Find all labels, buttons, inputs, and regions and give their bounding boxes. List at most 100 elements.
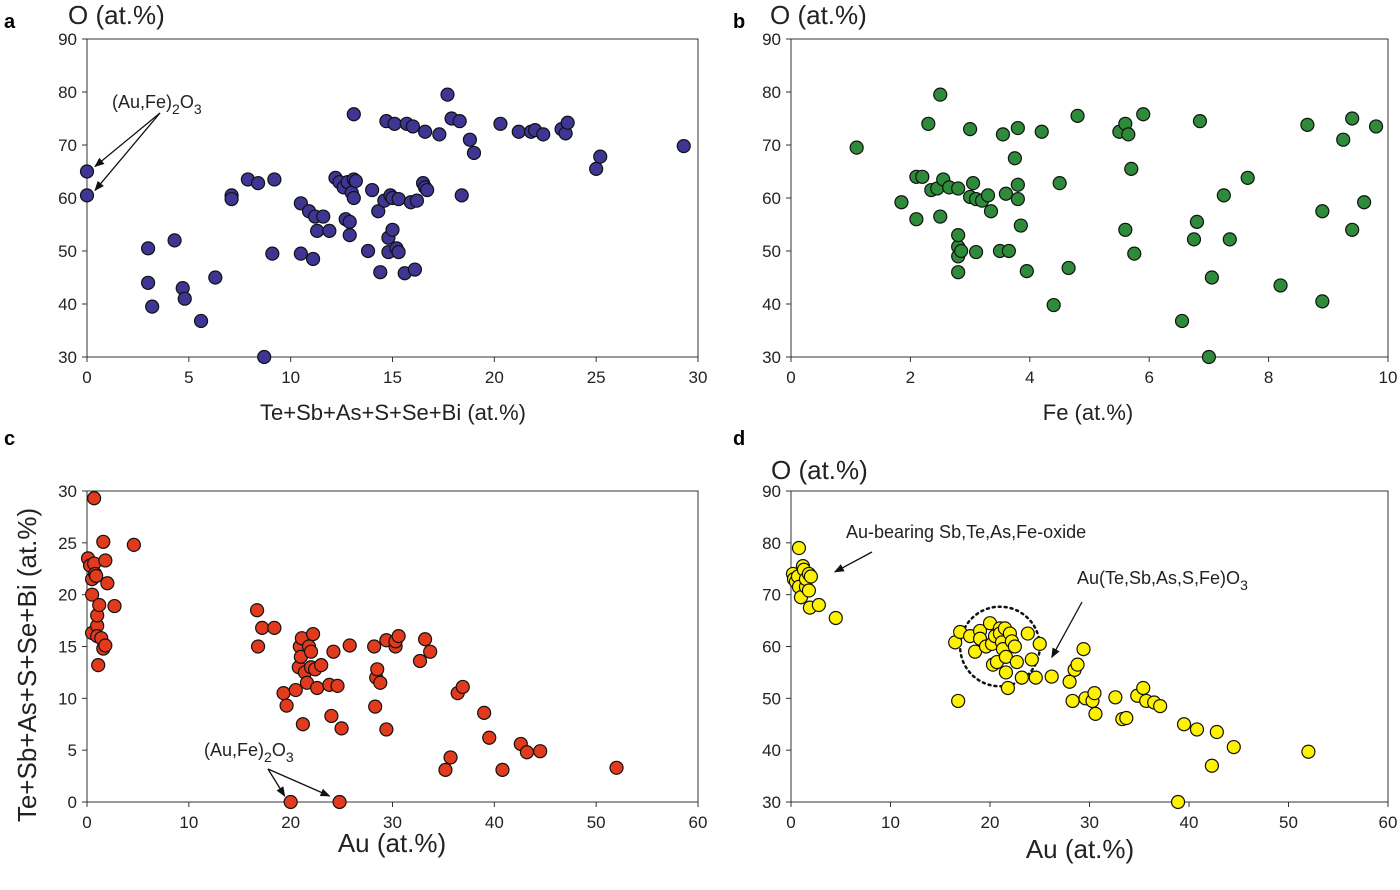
- data-point-a: [466, 145, 482, 161]
- data-point-b: [921, 116, 936, 131]
- data-point-b: [1189, 214, 1205, 229]
- data-point-d: [1007, 639, 1022, 654]
- data-point-b: [1001, 243, 1017, 259]
- x-tick-label: 10: [281, 368, 300, 387]
- data-point-d: [1204, 758, 1219, 773]
- annotation-arrow-c2: [267, 768, 331, 797]
- data-point-a: [560, 115, 575, 130]
- data-point-b: [849, 140, 864, 155]
- data-point-b: [1010, 120, 1025, 136]
- data-point-c: [107, 598, 122, 614]
- data-point-d: [1136, 680, 1151, 696]
- data-point-d: [1028, 670, 1043, 685]
- data-point-b: [1052, 176, 1067, 191]
- panel-label-c: c: [4, 428, 15, 450]
- y-tick-label: 90: [58, 30, 77, 49]
- x-tick-label: 0: [82, 368, 91, 387]
- y-tick-label: 30: [762, 793, 781, 812]
- x-tick-label: 0: [786, 368, 795, 387]
- y-tick-label: 70: [762, 136, 781, 155]
- x-tick-label: 30: [383, 813, 402, 832]
- data-point-c: [324, 708, 339, 724]
- x-tick-label: 2: [906, 368, 915, 387]
- annotation-d1: Au-bearing Sb,Te,As,Fe-oxide: [846, 522, 1086, 542]
- x-tick-label: 25: [587, 368, 606, 387]
- annotation-arrow-d1: [833, 551, 873, 573]
- data-point-b: [915, 169, 930, 184]
- data-point-b: [1019, 264, 1034, 279]
- data-point-c: [495, 762, 510, 777]
- data-point-c: [92, 597, 107, 613]
- x-tick-label: 5: [184, 368, 193, 387]
- data-point-c: [370, 662, 385, 677]
- x-tick-label: 8: [1264, 368, 1273, 387]
- data-point-b: [1240, 170, 1255, 185]
- data-point-a: [511, 124, 526, 139]
- y-tick-label: 80: [762, 534, 781, 553]
- data-point-a: [346, 107, 361, 122]
- data-point-d: [1209, 724, 1224, 740]
- data-point-d: [1076, 641, 1091, 657]
- data-point-c: [295, 717, 310, 732]
- data-point-b: [1186, 232, 1202, 247]
- data-point-a: [385, 222, 400, 237]
- data-point-b: [1070, 108, 1085, 123]
- data-point-d: [1062, 674, 1077, 689]
- data-point-d: [1065, 693, 1080, 709]
- data-point-a: [589, 161, 604, 176]
- y-tick-label: 60: [762, 189, 781, 208]
- y-tick-label: 0: [68, 793, 77, 812]
- data-point-d: [1119, 710, 1134, 726]
- y-tick-label: 40: [58, 295, 77, 314]
- y-tick-label: 70: [762, 586, 781, 605]
- y-tick-label: 90: [762, 482, 781, 501]
- data-point-d: [1000, 680, 1016, 696]
- data-point-d: [951, 693, 966, 709]
- ylabel-d: O (at.%): [771, 455, 868, 485]
- annotations: (Au,Fe)2O3 (Au,Fe)2O3 Au-bearing Sb,Te,As,…: [94, 92, 1248, 797]
- data-point-a: [462, 132, 477, 147]
- data-point-b: [1222, 232, 1237, 247]
- data-point-b: [1315, 204, 1330, 219]
- data-point-b: [1192, 114, 1208, 129]
- data-point-d: [1009, 654, 1024, 670]
- data-point-a: [676, 138, 691, 154]
- data-point-a: [346, 190, 361, 206]
- data-point-c: [87, 491, 102, 506]
- data-point-b: [983, 204, 999, 219]
- data-point-d: [1108, 690, 1123, 705]
- data-point-d: [1044, 669, 1059, 684]
- ylabel-c: Te+Sb+As+S+Se+Bi (at.%): [12, 508, 42, 822]
- y-tick-label: 25: [58, 534, 77, 553]
- x-tick-label: 50: [587, 813, 606, 832]
- data-point-a: [342, 214, 357, 229]
- data-point-a: [224, 191, 239, 207]
- data-point-c: [533, 744, 548, 759]
- data-point-d: [803, 569, 819, 584]
- xlabel-b: Fe (at.%): [1043, 400, 1133, 425]
- data-point-a: [79, 188, 95, 203]
- y-tick-label: 5: [68, 741, 77, 760]
- data-point-a: [167, 233, 182, 248]
- data-point-c: [423, 644, 438, 659]
- ylabel-a: O (at.%): [68, 0, 165, 30]
- data-point-c: [438, 762, 453, 777]
- data-point-c: [332, 794, 347, 810]
- data-point-c: [330, 678, 345, 693]
- x-tick-label: 60: [689, 813, 708, 832]
- data-point-b: [951, 181, 966, 196]
- data-point-d: [998, 665, 1014, 680]
- data-point-c: [303, 644, 319, 659]
- x-tick-label: 10: [179, 813, 198, 832]
- y-tick-label: 30: [58, 348, 77, 367]
- x-tick-label: 20: [281, 813, 300, 832]
- data-point-b: [1300, 117, 1315, 132]
- x-tick-label: 20: [485, 368, 504, 387]
- data-point-b: [1010, 191, 1025, 207]
- x-tick-label: 0: [786, 813, 795, 832]
- data-point-c: [98, 553, 113, 568]
- data-point-d: [1088, 706, 1103, 721]
- data-point-c: [391, 629, 406, 644]
- xlabel-a: Te+Sb+As+S+Se+Bi (at.%): [260, 400, 526, 425]
